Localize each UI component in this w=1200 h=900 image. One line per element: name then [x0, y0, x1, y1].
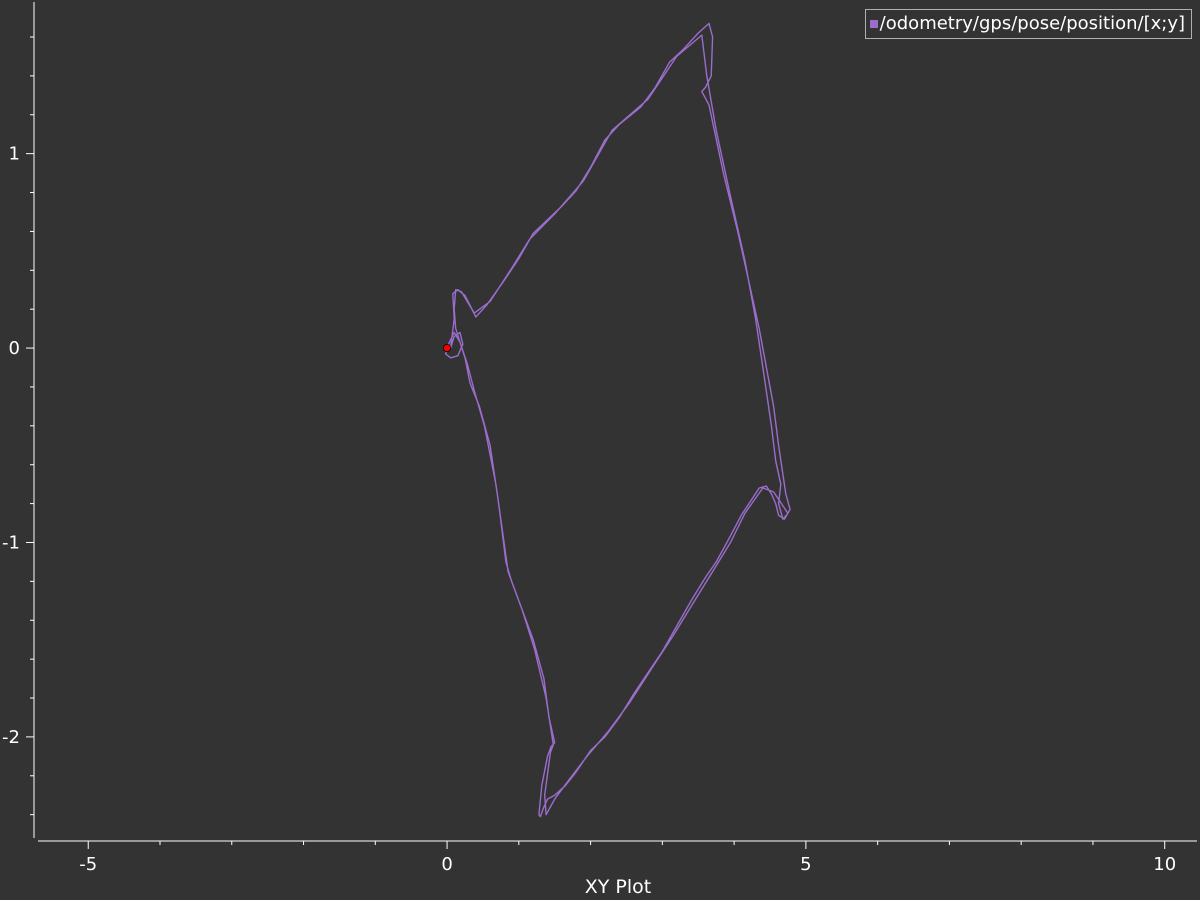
x-tick-label: -5 [79, 854, 97, 875]
series-layer [444, 22, 791, 818]
y-tick-label: 0 [9, 338, 20, 359]
y-ticks: 1 0 -1 -2 [2, 36, 34, 816]
x-tick-label: 0 [441, 854, 452, 875]
x-ticks: -5 0 5 10 [79, 841, 1176, 875]
x-tick-label: 10 [1153, 854, 1176, 875]
legend[interactable]: /odometry/gps/pose/position/[x;y] [864, 9, 1192, 39]
y-tick-label: 1 [9, 144, 20, 165]
series-trajectory-line [444, 22, 791, 818]
y-tick-label: -1 [2, 532, 20, 553]
y-tick-label: -2 [2, 727, 20, 748]
x-axis-label: XY Plot [584, 876, 652, 898]
marker-layer [443, 344, 452, 353]
legend-label: /odometry/gps/pose/position/[x;y] [879, 13, 1185, 34]
current-position-marker [443, 344, 452, 353]
x-tick-label: 5 [800, 854, 811, 875]
legend-swatch [869, 20, 878, 28]
axes [33, 2, 1197, 842]
